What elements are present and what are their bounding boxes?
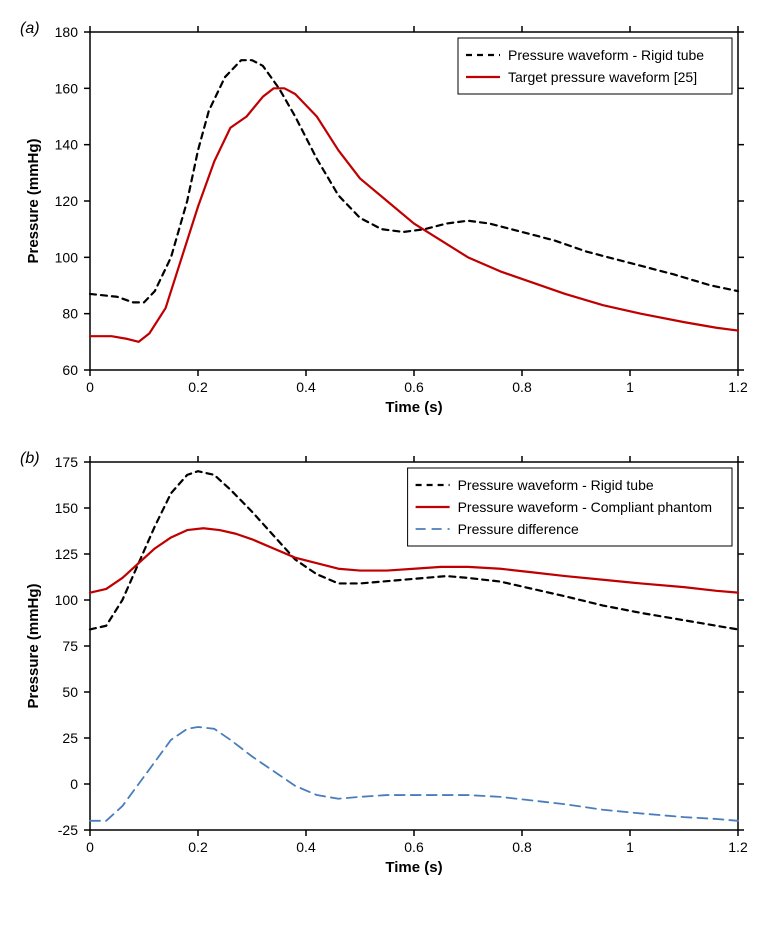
svg-text:180: 180 [55, 24, 79, 40]
svg-text:140: 140 [55, 137, 79, 153]
svg-text:0.6: 0.6 [404, 379, 424, 395]
svg-text:1: 1 [626, 839, 634, 855]
svg-text:75: 75 [62, 638, 78, 654]
panel-b-label: (b) [20, 450, 40, 468]
svg-text:150: 150 [55, 500, 79, 516]
svg-text:0.6: 0.6 [404, 839, 424, 855]
panel-a-chart: 0 0.2 0.4 0.6 0.8 1 1.2 60 80 100 120 140 160 180 Time… [20, 20, 748, 420]
svg-text:175: 175 [55, 454, 79, 470]
svg-text:Pressure waveform - Rigid tube: Pressure waveform - Rigid tube [508, 47, 704, 63]
svg-text:125: 125 [55, 546, 79, 562]
svg-text:Pressure waveform - Compliant: Pressure waveform - Compliant phantom [458, 499, 712, 515]
svg-text:Pressure (mmHg): Pressure (mmHg) [25, 138, 42, 263]
svg-text:0.2: 0.2 [188, 379, 208, 395]
svg-text:100: 100 [55, 592, 79, 608]
panel-a-label: (a) [20, 20, 40, 38]
svg-text:Pressure waveform - Rigid tube: Pressure waveform - Rigid tube [458, 477, 654, 493]
panel-b-chart: 0 0.2 0.4 0.6 0.8 1 1.2 -25 0 25 50 75 100 125 150 175 T… [20, 450, 748, 880]
svg-text:Time (s): Time (s) [385, 399, 442, 416]
svg-text:160: 160 [55, 80, 79, 96]
svg-text:Target pressure waveform [25]: Target pressure waveform [25] [508, 69, 697, 85]
svg-text:100: 100 [55, 249, 79, 265]
svg-text:Time (s): Time (s) [385, 859, 442, 876]
svg-text:25: 25 [62, 730, 78, 746]
svg-text:0.8: 0.8 [512, 379, 532, 395]
panel-b: (b) 0 0.2 0.4 0.6 0.8 1 1.2 -25 0 25 50 75 100 125 150… [20, 450, 748, 880]
svg-text:1.2: 1.2 [728, 839, 748, 855]
svg-text:1: 1 [626, 379, 634, 395]
svg-text:-25: -25 [58, 822, 78, 838]
svg-text:1.2: 1.2 [728, 379, 748, 395]
figure-container: (a) 00.20.40.60.811.26080100120140160180… [20, 20, 748, 880]
svg-text:0.8: 0.8 [512, 839, 532, 855]
svg-text:0: 0 [70, 776, 78, 792]
svg-text:0: 0 [86, 839, 94, 855]
svg-text:50: 50 [62, 684, 78, 700]
svg-text:0.4: 0.4 [296, 379, 316, 395]
svg-text:0.2: 0.2 [188, 839, 208, 855]
svg-text:Pressure difference: Pressure difference [458, 521, 579, 537]
svg-text:Pressure (mmHg): Pressure (mmHg) [25, 583, 42, 708]
svg-text:60: 60 [62, 362, 78, 378]
panel-a: (a) 0 0.2 0.4 0.6 0.8 1 1.2 60 80 100 120 140 160 180… [20, 20, 748, 420]
svg-text:120: 120 [55, 193, 79, 209]
svg-text:0: 0 [86, 379, 94, 395]
svg-text:80: 80 [62, 306, 78, 322]
svg-text:0.4: 0.4 [296, 839, 316, 855]
